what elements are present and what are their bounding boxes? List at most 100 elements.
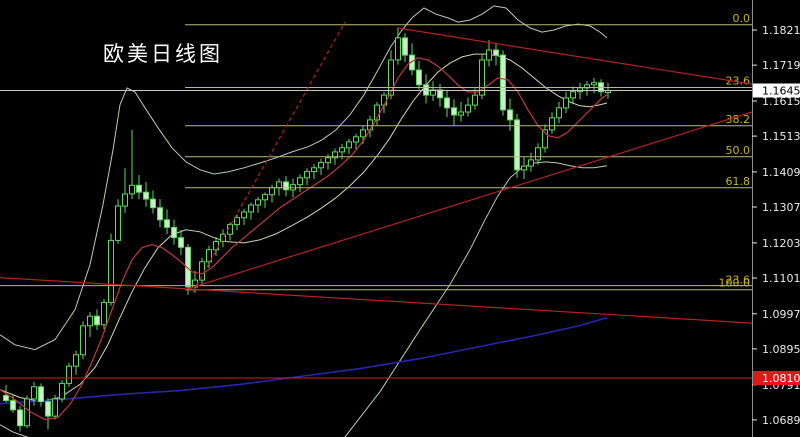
candle [17, 405, 23, 432]
candle-body [3, 394, 9, 402]
chart-title: 欧美日线图 [103, 42, 223, 66]
candle-body [185, 246, 191, 288]
candle [262, 192, 268, 208]
candle-body [38, 386, 44, 403]
candle-body [549, 117, 555, 131]
candle-body [591, 82, 597, 86]
candle [248, 202, 254, 220]
candle [430, 81, 436, 101]
candle [241, 208, 247, 225]
axis-tick-label: 1.14090 [762, 166, 800, 179]
candle [549, 112, 555, 134]
candle-body [318, 162, 324, 169]
candle-body [514, 119, 520, 171]
ma-fast-red [0, 57, 609, 421]
price-axis-panel[interactable] [752, 0, 800, 437]
candle-body [535, 147, 541, 161]
candle-body [24, 398, 30, 427]
candle [129, 129, 135, 200]
candle-body [164, 219, 170, 228]
candle [38, 383, 44, 407]
candle-body [493, 49, 499, 56]
trendline-support-ascending[interactable] [184, 111, 753, 291]
candle-body [290, 184, 296, 191]
candle-body [360, 129, 366, 138]
candle [80, 321, 86, 360]
axis-tick-label: 1.06890 [762, 414, 800, 427]
bollinger-middle [0, 53, 608, 403]
candle [465, 97, 471, 117]
candle-body [87, 315, 93, 327]
candle-body [136, 184, 142, 193]
candle [234, 214, 240, 231]
current-price-label: 1.16454 [762, 85, 800, 98]
candle [297, 174, 303, 193]
candle [122, 168, 128, 213]
candle [255, 196, 261, 213]
candle [59, 379, 65, 403]
candle-body [381, 94, 387, 106]
candle [45, 398, 51, 430]
candle-body [500, 54, 506, 111]
candle-body [311, 167, 317, 173]
candle-body [304, 171, 310, 179]
candle-body [220, 233, 226, 242]
candle-body [339, 147, 345, 153]
candle [31, 381, 37, 406]
candle [346, 138, 352, 155]
candle-body [437, 89, 443, 99]
candle-body [52, 398, 58, 417]
candle [395, 27, 401, 65]
axis-tick-label: 1.18210 [762, 24, 800, 37]
candle-body [73, 354, 79, 367]
candle-body [283, 181, 289, 191]
candle-body [269, 187, 275, 196]
candle [479, 55, 485, 100]
trendline-channel-descending[interactable] [0, 277, 753, 324]
bollinger-lower [0, 161, 608, 437]
candle-body [80, 325, 86, 356]
candle [353, 133, 359, 150]
bollinger-upper [0, 5, 608, 351]
candle [311, 164, 317, 180]
candle-body [402, 37, 408, 56]
candle-body [416, 69, 422, 86]
candle-body [521, 165, 527, 171]
candle [73, 350, 79, 375]
candle-body [346, 141, 352, 149]
candle-body [157, 207, 163, 221]
candle-body [507, 109, 513, 121]
candle [94, 309, 100, 330]
candle [402, 33, 408, 62]
candle-body [430, 89, 436, 96]
candle [318, 158, 324, 175]
candle [171, 219, 177, 245]
candle-body [479, 59, 485, 96]
axis-tick-label: 1.17190 [762, 59, 800, 72]
candle-body [206, 249, 212, 263]
candle-body [297, 177, 303, 186]
candle-body [528, 159, 534, 167]
axis-tick-label: 1.09970 [762, 308, 800, 321]
axis-tick-label: 1.08950 [762, 343, 800, 356]
candle [521, 157, 527, 180]
candle-body [199, 261, 205, 281]
candle-body [388, 59, 394, 96]
trendline-resistance-descending[interactable] [396, 27, 753, 85]
candle [535, 143, 541, 165]
fib-level-label: 61.8 [726, 175, 751, 188]
candle-body [150, 198, 156, 209]
trendline-steep-dashed[interactable] [192, 21, 346, 293]
candle [500, 50, 506, 116]
candle-body [556, 107, 562, 119]
candle-body [129, 184, 135, 195]
candle-body [122, 193, 128, 207]
fib-level-label: 0.0 [733, 12, 751, 25]
axis-tick-label: 1.12030 [762, 237, 800, 250]
candle [101, 299, 107, 330]
candle [52, 394, 58, 420]
candle-body [458, 111, 464, 116]
